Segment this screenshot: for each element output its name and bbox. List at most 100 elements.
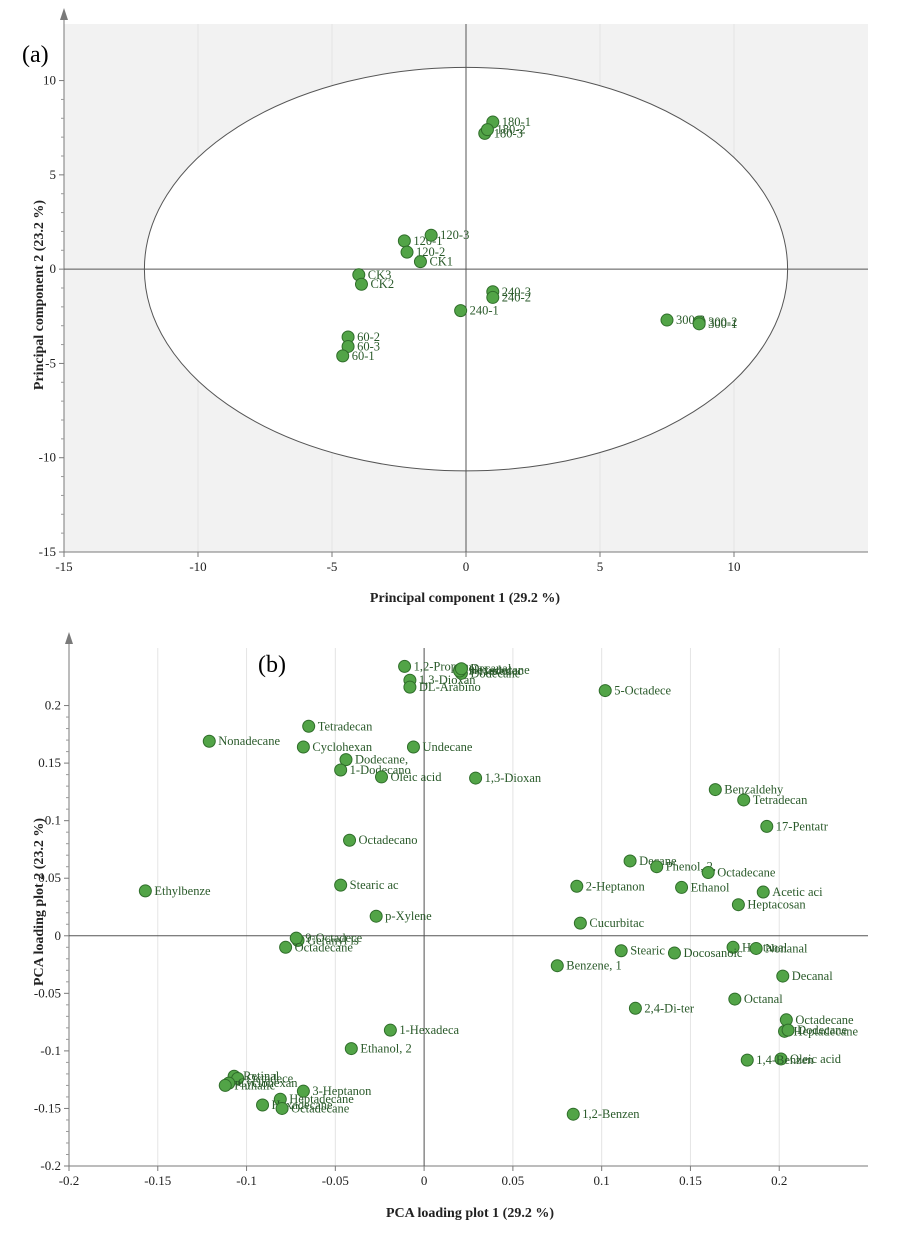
data-point xyxy=(570,879,584,893)
data-point-label: Tetradecan xyxy=(753,793,808,807)
x-tick-label: -0.2 xyxy=(59,1173,80,1188)
data-point xyxy=(667,946,681,960)
x-tick-label: 0.05 xyxy=(502,1173,525,1188)
data-point-label: Oleic acid xyxy=(390,770,442,784)
data-point-label: p-Xylene xyxy=(385,909,432,923)
data-point-label: Tetradecan xyxy=(318,719,373,733)
data-point xyxy=(623,854,637,868)
data-point xyxy=(692,317,706,331)
data-point-label: Stearic ac xyxy=(350,878,399,892)
data-point-label: Octanal xyxy=(744,992,783,1006)
data-point-label: CK2 xyxy=(370,277,394,291)
data-point-label: Decanal xyxy=(470,662,511,676)
data-point-label: 1,3-Dioxan xyxy=(485,771,542,785)
x-axis-title-b: PCA loading plot 1 (29.2 %) xyxy=(386,1206,554,1221)
data-point-label: Ethanol xyxy=(691,880,730,894)
y-tick-label: 0.1 xyxy=(45,813,61,828)
y-tick-label: -0.2 xyxy=(40,1158,61,1173)
data-point-label: Docosanoic xyxy=(683,946,742,960)
data-point xyxy=(424,228,438,242)
data-point-label: Nonanal xyxy=(765,941,808,955)
data-point-label: 180-1 xyxy=(502,115,531,129)
data-point-label: Octadece xyxy=(247,1072,294,1086)
data-point xyxy=(336,349,350,363)
data-point xyxy=(369,909,383,923)
data-point-label: Octadecane xyxy=(291,1101,350,1115)
x-tick-label: 5 xyxy=(597,559,604,574)
data-point xyxy=(776,969,790,983)
data-point xyxy=(334,763,348,777)
data-point-label: Heptadecane xyxy=(794,1024,859,1038)
data-point-label: 60-3 xyxy=(357,339,380,353)
data-point-label: 300-1 xyxy=(708,317,737,331)
data-point-label: CK1 xyxy=(429,255,453,269)
data-point-label: Cucurbitac xyxy=(589,916,644,930)
y-axis-title-b: PCA loading plot 2 (23.2 %) xyxy=(32,818,47,986)
data-point xyxy=(760,819,774,833)
data-point-label: Hexadecane xyxy=(469,663,531,677)
data-point-label: Dodecane xyxy=(470,666,520,680)
data-point xyxy=(469,771,483,785)
data-point xyxy=(781,1023,795,1037)
data-point-label: 2-Heptanon xyxy=(586,879,646,893)
data-point xyxy=(454,662,468,676)
data-point xyxy=(731,898,745,912)
data-point-label: 240-3 xyxy=(502,285,531,299)
data-point-label: 240-1 xyxy=(470,304,499,318)
x-tick-label: 0 xyxy=(463,559,470,574)
data-point-label: Retinal xyxy=(243,1069,280,1083)
y-axis-arrow xyxy=(60,8,68,20)
x-tick-label: -5 xyxy=(327,559,338,574)
pca-score-plot: (a) -15 -10 -5 0 5 10 -15 -10 -5 0 5 10 180-1180-318… xyxy=(22,8,868,606)
data-point xyxy=(486,290,500,304)
y-tick-label: 0 xyxy=(50,261,57,276)
x-tick-label: 0.2 xyxy=(771,1173,787,1188)
pca-loading-plot: (b) -0.2 -0.15 -0.1 -0.05 0 0.05 0.1 0.15 0.2 -0.… xyxy=(32,632,868,1221)
data-point xyxy=(737,793,751,807)
data-point-label: Octadecano xyxy=(359,833,418,847)
x-tick-label: -10 xyxy=(189,559,206,574)
data-point xyxy=(218,1078,232,1092)
data-point-label: CK3 xyxy=(368,268,392,282)
x-tick-label: -0.15 xyxy=(144,1173,171,1188)
data-point xyxy=(701,865,715,879)
data-point-label: Undecane xyxy=(422,740,472,754)
data-point-label: 5-Octadece xyxy=(614,684,671,698)
y-tick-label: 0.2 xyxy=(45,698,61,713)
data-point xyxy=(650,860,664,874)
data-point xyxy=(566,1107,580,1121)
data-point-label: 1-Dodecano xyxy=(350,763,411,777)
data-point-label: 120-3 xyxy=(440,228,469,242)
y-tick-label: -0.05 xyxy=(34,985,61,1000)
data-point-label: 1,2-Benzen xyxy=(582,1107,640,1121)
data-point-label: DL-Arabino xyxy=(419,680,481,694)
data-point-label: Octadecane xyxy=(795,1013,854,1027)
data-point xyxy=(344,1042,358,1056)
data-point xyxy=(400,245,414,259)
data-point xyxy=(614,944,628,958)
y-axis-arrow xyxy=(65,632,73,644)
data-point-label: 9-Octadece xyxy=(305,931,362,945)
data-point-label: Ethylbenze xyxy=(154,884,211,898)
data-point-label: Nonadecane xyxy=(218,734,280,748)
y-tick-label: 5 xyxy=(50,167,57,182)
data-point xyxy=(740,1053,754,1067)
data-point-label: 60-1 xyxy=(352,349,375,363)
x-tick-label: 0.1 xyxy=(594,1173,610,1188)
data-point xyxy=(728,992,742,1006)
x-tick-label: -15 xyxy=(55,559,72,574)
x-tick-label: 0 xyxy=(421,1173,428,1188)
y-tick-label: -0.15 xyxy=(34,1100,61,1115)
x-tick-label: -0.05 xyxy=(322,1173,349,1188)
data-point xyxy=(675,880,689,894)
data-point-label: Dodecane, xyxy=(355,753,408,767)
data-point xyxy=(708,783,722,797)
data-point xyxy=(202,734,216,748)
data-point xyxy=(302,719,316,733)
data-point-label: Dodecane xyxy=(797,1023,847,1037)
data-point xyxy=(454,304,468,318)
data-point-label: Heptacosan xyxy=(747,898,806,912)
data-point-label: Benzaldehy xyxy=(724,783,784,797)
y-tick-label: -5 xyxy=(45,355,56,370)
data-point xyxy=(598,684,612,698)
